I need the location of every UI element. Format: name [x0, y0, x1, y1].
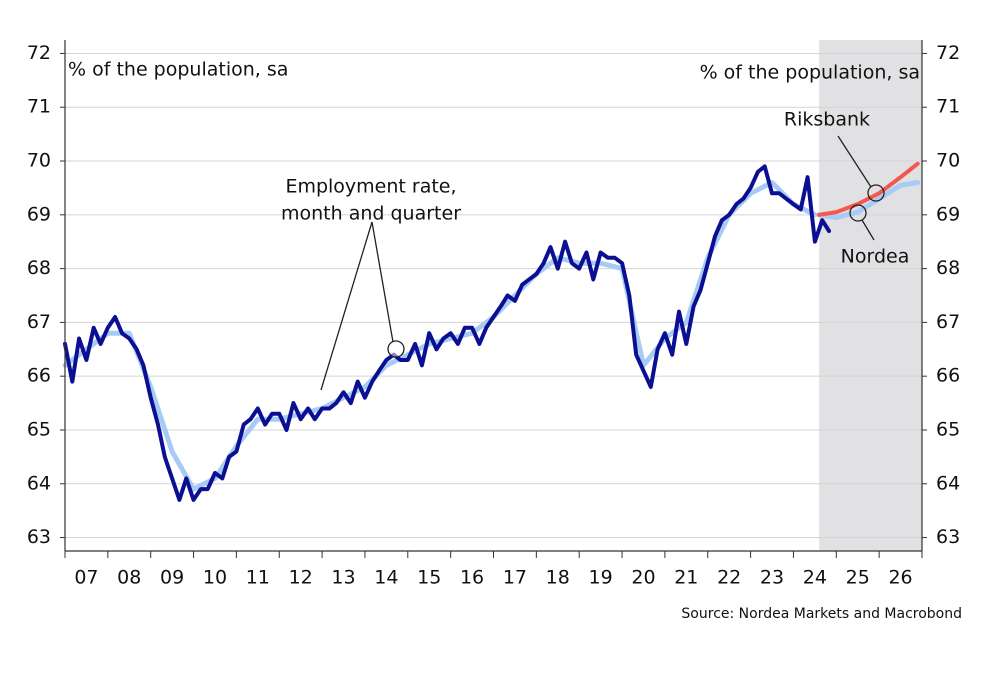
annotations	[320, 135, 885, 391]
forecast-layer	[819, 40, 922, 551]
x-tick-label: 09	[160, 567, 184, 589]
series-line	[63, 164, 831, 502]
y2-tick-label: 68	[936, 257, 960, 279]
y-tick-label: 71	[27, 96, 51, 118]
y-tick-label: 68	[27, 257, 51, 279]
x-tick-label: 19	[589, 567, 613, 589]
x-tick-label: 22	[717, 567, 741, 589]
y2-tick-label: 64	[936, 472, 960, 494]
y-axis-label: % of the population, sa	[68, 59, 288, 81]
grid-layer	[65, 52, 922, 539]
x-tick-label: 13	[331, 567, 355, 589]
y-tick-label: 70	[27, 150, 51, 172]
annotation: Nordea	[841, 246, 910, 268]
y2-axis-label: % of the population, sa	[700, 62, 920, 84]
y-tick-label: 66	[27, 365, 51, 387]
x-tick-label: 12	[289, 567, 313, 589]
leader-line	[861, 219, 875, 241]
series-line	[817, 161, 920, 217]
x-tick-label: 17	[503, 567, 527, 589]
x-tick-label: 18	[546, 567, 570, 589]
y-tick-label: 69	[27, 203, 51, 225]
y-tick-label: 64	[27, 472, 51, 494]
axes-layer	[60, 40, 927, 558]
source: Source: Nordea Markets and Macrobond	[681, 606, 962, 622]
annotation: month and quarter	[281, 203, 461, 225]
x-tick-label: 21	[674, 567, 698, 589]
annotation: Riksbank	[784, 109, 870, 131]
x-tick-label: 26	[888, 567, 912, 589]
y-tick-label: 63	[27, 526, 51, 548]
y-tick-label: 67	[27, 311, 51, 333]
marker-circle	[387, 340, 405, 358]
forecast-shade	[819, 40, 922, 551]
y2-tick-label: 72	[936, 42, 960, 64]
leader-line	[371, 221, 394, 343]
leader-line	[320, 221, 373, 391]
x-tick-label: 07	[74, 567, 98, 589]
marker-circle	[849, 204, 867, 222]
y-tick-label: 65	[27, 418, 51, 440]
x-tick-label: 25	[846, 567, 870, 589]
x-tick-label: 20	[631, 567, 655, 589]
y2-tick-label: 69	[936, 203, 960, 225]
x-tick-label: 16	[460, 567, 484, 589]
y2-tick-label: 66	[936, 365, 960, 387]
x-tick-label: 10	[203, 567, 227, 589]
annotation: Employment rate,	[285, 176, 456, 198]
leader-line	[837, 135, 872, 188]
x-tick-label: 11	[246, 567, 270, 589]
lines-layer	[62, 161, 921, 502]
y-tick-label: 72	[27, 42, 51, 64]
series-line	[62, 180, 818, 492]
series-line	[816, 180, 921, 220]
x-tick-label: 14	[374, 567, 398, 589]
y2-tick-label: 67	[936, 311, 960, 333]
y2-tick-label: 63	[936, 526, 960, 548]
y2-tick-label: 65	[936, 418, 960, 440]
x-tick-label: 15	[417, 567, 441, 589]
y2-tick-label: 71	[936, 96, 960, 118]
marker-circle	[867, 184, 885, 202]
x-tick-label: 08	[117, 567, 141, 589]
x-tick-label: 24	[803, 567, 827, 589]
y2-tick-label: 70	[936, 150, 960, 172]
x-tick-label: 23	[760, 567, 784, 589]
